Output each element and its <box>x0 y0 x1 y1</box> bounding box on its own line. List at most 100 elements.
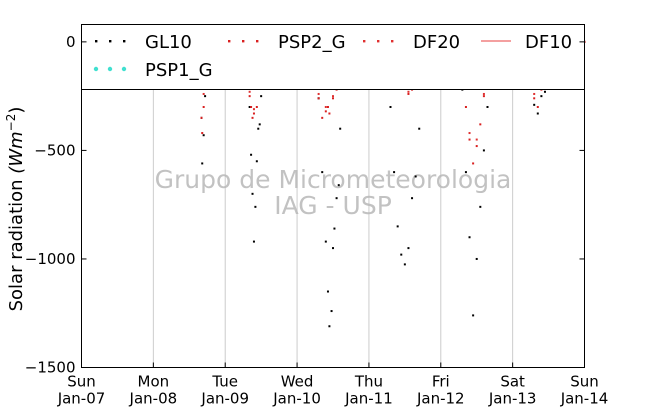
data-point <box>479 123 482 126</box>
x-tick-label-day: Mon <box>138 373 170 391</box>
legend-dot <box>123 40 126 43</box>
x-tick-label-day: Wed <box>281 373 314 391</box>
legend-dot <box>363 40 366 43</box>
data-point <box>200 116 203 119</box>
data-point <box>479 205 482 208</box>
data-point <box>321 116 324 119</box>
data-point <box>533 103 536 106</box>
data-point <box>407 90 410 93</box>
data-point <box>201 162 204 165</box>
data-point <box>248 105 251 108</box>
data-point <box>332 97 334 100</box>
data-point <box>328 112 331 115</box>
legend-marker-psp2g <box>228 40 259 43</box>
data-point <box>536 105 539 108</box>
data-point <box>335 197 338 200</box>
x-tick-label-date: Jan-09 <box>200 390 249 408</box>
legend: GL10 PSP2_G DF20 DF10 PSP1_G <box>81 24 585 90</box>
x-tick-label-day: Fri <box>432 373 450 391</box>
data-point <box>252 112 255 115</box>
data-point <box>332 95 334 98</box>
y-axis-unit: (Wm <box>6 131 27 173</box>
data-point <box>260 95 263 98</box>
y-axis-label: Solar radiation (Wm−2) <box>4 107 27 312</box>
data-point <box>251 116 254 119</box>
data-point <box>258 123 261 126</box>
data-point <box>317 92 320 95</box>
x-tick-label-date: Jan-10 <box>272 390 321 408</box>
legend-dot <box>377 40 380 43</box>
data-point <box>486 105 489 108</box>
legend-marker-psp1g <box>93 66 127 72</box>
data-point <box>475 145 478 148</box>
legend-dot <box>107 66 113 72</box>
data-point <box>464 105 467 108</box>
legend-dot <box>93 66 99 72</box>
x-tick-label-day: Sun <box>67 373 96 391</box>
data-point <box>533 97 536 100</box>
data-point <box>414 175 417 178</box>
data-point <box>257 127 260 130</box>
data-point <box>321 171 324 174</box>
legend-entry-psp2g: PSP2_G <box>228 32 346 53</box>
data-point <box>411 197 414 200</box>
data-point <box>252 108 255 111</box>
data-point <box>407 247 410 250</box>
legend-dot <box>228 40 231 43</box>
data-point <box>464 171 467 174</box>
legend-dot <box>256 40 259 43</box>
data-point <box>328 325 331 328</box>
data-point <box>324 105 327 108</box>
watermark-line-1: Grupo de Micrometeorologia <box>155 165 512 194</box>
legend-entry-psp1g: PSP1_G <box>93 60 213 81</box>
data-point <box>468 132 471 135</box>
x-tick-label-date: Jan-07 <box>57 390 106 408</box>
data-point <box>472 162 475 165</box>
legend-label-psp2g: PSP2_G <box>278 32 346 53</box>
data-point <box>255 105 258 108</box>
data-point <box>252 240 255 243</box>
data-point <box>536 112 539 115</box>
legend-dot <box>109 40 112 43</box>
legend-label-gl10: GL10 <box>145 32 192 53</box>
data-point <box>254 205 257 208</box>
legend-dot <box>242 40 245 43</box>
y-tick-label: −1000 <box>25 250 76 268</box>
legend-dot <box>121 66 127 72</box>
data-point <box>333 227 336 230</box>
data-point <box>248 90 251 93</box>
data-point <box>317 97 320 100</box>
watermark: Grupo de Micrometeorologia IAG - USP <box>155 165 512 220</box>
data-point <box>326 290 329 293</box>
x-axis: SunJan-07MonJan-08TueJan-09WedJan-10ThuJ… <box>57 362 608 408</box>
data-point <box>326 105 329 108</box>
x-tick-label-date: Jan-11 <box>344 390 393 408</box>
legend-dot <box>391 40 394 43</box>
data-point <box>248 95 251 98</box>
x-tick-label-day: Sat <box>500 373 525 391</box>
data-point <box>204 95 207 98</box>
y-tick-label: −500 <box>34 141 75 159</box>
data-point <box>407 92 410 95</box>
data-point <box>324 240 327 243</box>
data-point <box>250 105 253 108</box>
y-axis-label-text: Solar radiation <box>6 179 27 311</box>
legend-label-df20: DF20 <box>413 32 460 53</box>
data-point <box>543 90 546 93</box>
y-tick-label: −1500 <box>25 359 76 377</box>
data-point <box>482 95 485 98</box>
data-point <box>533 92 536 95</box>
x-tick-label-date: Jan-08 <box>129 390 178 408</box>
x-tick-label-day: Sun <box>570 373 599 391</box>
legend-label-psp1g: PSP1_G <box>145 60 213 81</box>
y-axis-unit-close: ) <box>6 107 27 114</box>
data-point <box>540 95 543 98</box>
data-point <box>250 153 253 156</box>
legend-box <box>81 24 585 90</box>
x-tick-label-date: Jan-13 <box>488 390 537 408</box>
data-point <box>324 110 327 113</box>
data-point <box>393 171 396 174</box>
legend-entry-df10: DF10 <box>481 32 572 53</box>
data-point <box>201 132 204 135</box>
